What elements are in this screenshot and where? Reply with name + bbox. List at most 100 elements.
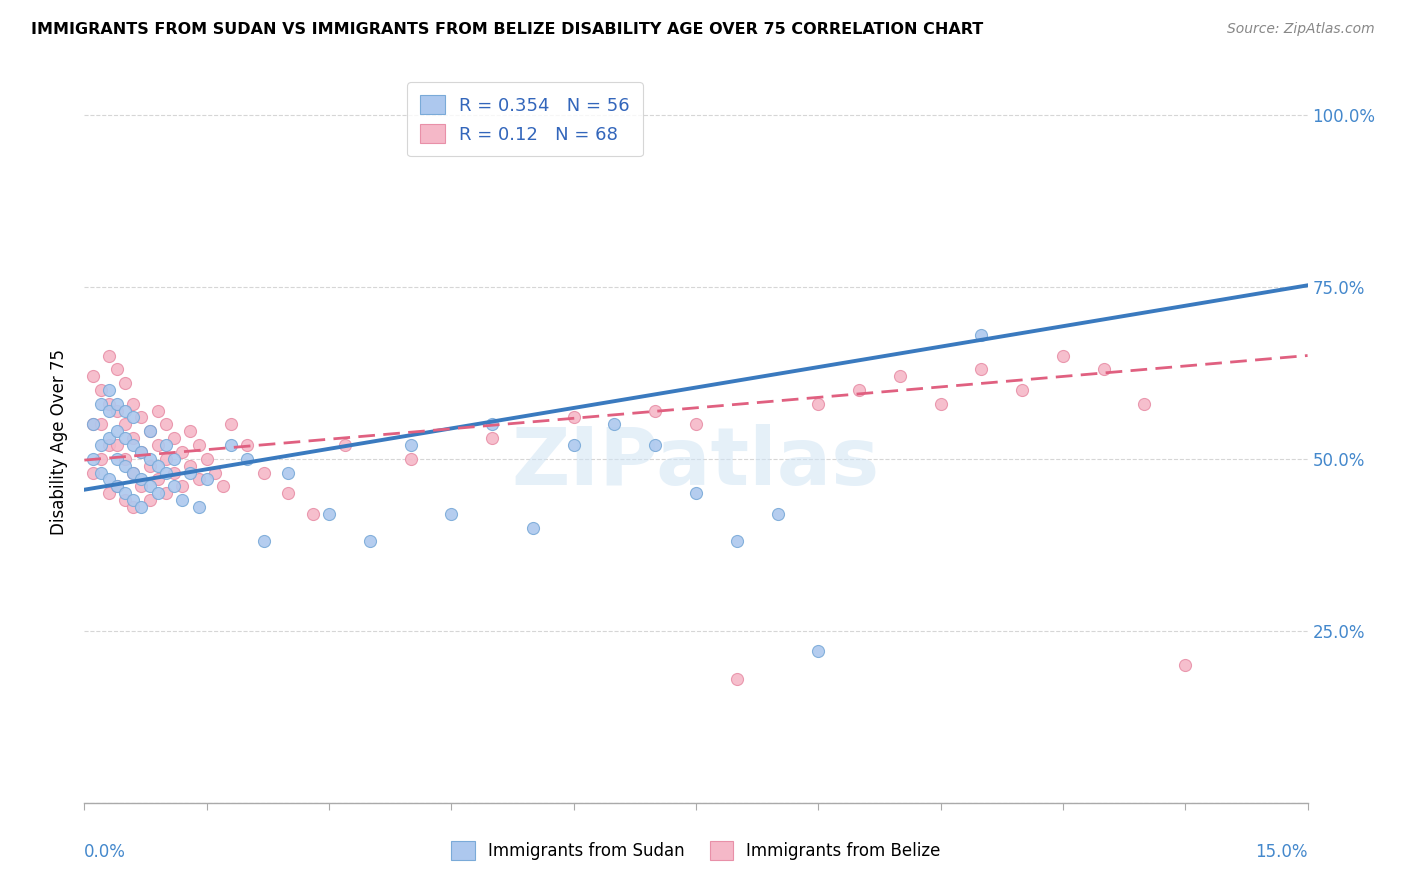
Point — [90, 383, 112, 397]
Point — [1174, 658, 1197, 673]
Point — [122, 397, 145, 411]
Point — [163, 431, 186, 445]
Point — [399, 438, 422, 452]
Point — [114, 451, 136, 466]
Point — [335, 438, 357, 452]
Point — [195, 472, 218, 486]
Point — [122, 431, 145, 445]
Point — [114, 376, 136, 390]
Point — [131, 500, 153, 514]
Point — [807, 397, 830, 411]
Point — [481, 417, 503, 432]
Point — [219, 417, 242, 432]
Point — [644, 438, 666, 452]
Point — [179, 466, 201, 480]
Point — [138, 424, 160, 438]
Point — [97, 431, 120, 445]
Point — [138, 424, 160, 438]
Point — [131, 472, 153, 486]
Point — [187, 472, 209, 486]
Point — [97, 397, 120, 411]
Point — [122, 410, 145, 425]
Point — [725, 534, 748, 549]
Point — [122, 500, 145, 514]
Point — [114, 431, 136, 445]
Point — [277, 466, 299, 480]
Point — [146, 403, 169, 417]
Point — [122, 466, 145, 480]
Point — [253, 466, 276, 480]
Point — [82, 451, 104, 466]
Point — [359, 534, 381, 549]
Point — [114, 486, 136, 500]
Point — [97, 403, 120, 417]
Point — [1011, 383, 1033, 397]
Text: ZIPatlas: ZIPatlas — [512, 425, 880, 502]
Point — [146, 458, 169, 473]
Point — [172, 493, 194, 508]
Point — [179, 424, 201, 438]
Point — [105, 438, 128, 452]
Point — [644, 403, 666, 417]
Point — [146, 472, 169, 486]
Point — [97, 486, 120, 500]
Point — [155, 451, 177, 466]
Point — [97, 472, 120, 486]
Point — [114, 458, 136, 473]
Point — [187, 500, 209, 514]
Text: Source: ZipAtlas.com: Source: ZipAtlas.com — [1227, 22, 1375, 37]
Point — [301, 507, 323, 521]
Point — [105, 451, 128, 466]
Point — [848, 383, 870, 397]
Point — [440, 507, 463, 521]
Point — [146, 438, 169, 452]
Point — [212, 479, 235, 493]
Point — [105, 479, 128, 493]
Text: 15.0%: 15.0% — [1256, 843, 1308, 861]
Point — [82, 466, 104, 480]
Point — [195, 451, 218, 466]
Point — [114, 417, 136, 432]
Point — [155, 486, 177, 500]
Point — [131, 445, 153, 459]
Point — [399, 451, 422, 466]
Point — [253, 534, 276, 549]
Point — [766, 507, 789, 521]
Point — [131, 445, 153, 459]
Point — [179, 458, 201, 473]
Point — [172, 479, 194, 493]
Point — [277, 486, 299, 500]
Point — [725, 672, 748, 686]
Point — [172, 445, 194, 459]
Point — [1092, 362, 1115, 376]
Point — [807, 644, 830, 658]
Point — [163, 466, 186, 480]
Point — [105, 479, 128, 493]
Point — [122, 438, 145, 452]
Point — [97, 438, 120, 452]
Point — [114, 403, 136, 417]
Point — [163, 479, 186, 493]
Point — [685, 486, 707, 500]
Point — [138, 458, 160, 473]
Point — [82, 417, 104, 432]
Y-axis label: Disability Age Over 75: Disability Age Over 75 — [51, 349, 69, 534]
Point — [131, 479, 153, 493]
Point — [138, 493, 160, 508]
Point — [562, 438, 585, 452]
Point — [90, 466, 112, 480]
Point — [105, 397, 128, 411]
Point — [90, 451, 112, 466]
Point — [522, 520, 544, 534]
Point — [163, 451, 186, 466]
Text: IMMIGRANTS FROM SUDAN VS IMMIGRANTS FROM BELIZE DISABILITY AGE OVER 75 CORRELATI: IMMIGRANTS FROM SUDAN VS IMMIGRANTS FROM… — [31, 22, 983, 37]
Point — [114, 493, 136, 508]
Point — [155, 438, 177, 452]
Point — [204, 466, 226, 480]
Point — [90, 397, 112, 411]
Point — [929, 397, 952, 411]
Text: 0.0%: 0.0% — [84, 843, 127, 861]
Point — [1133, 397, 1156, 411]
Point — [131, 410, 153, 425]
Point — [97, 349, 120, 363]
